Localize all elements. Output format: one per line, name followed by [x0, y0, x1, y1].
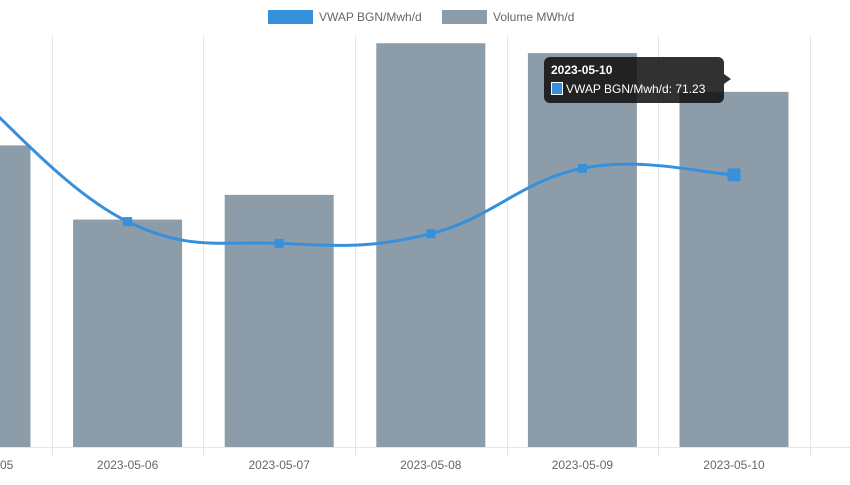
vwap-point[interactable]	[123, 217, 133, 227]
volume-bars	[0, 43, 789, 448]
legend-item-vwap[interactable]: VWAP BGN/Mwh/d	[268, 10, 422, 24]
volume-bar[interactable]	[224, 194, 334, 447]
vwap-point[interactable]	[274, 238, 284, 248]
vwap-point[interactable]	[577, 163, 587, 173]
volume-bar[interactable]	[527, 53, 637, 448]
volume-bar[interactable]	[0, 145, 31, 447]
tooltip-background	[544, 57, 724, 103]
legend-label-volume: Volume MWh/d	[493, 10, 574, 24]
x-tick-label: 2023-05-06	[97, 458, 159, 472]
x-tick-label: 2023-05-07	[249, 458, 311, 472]
volume-bar[interactable]	[376, 43, 486, 448]
legend-label-vwap: VWAP BGN/Mwh/d	[319, 10, 422, 24]
vwap-point[interactable]	[426, 229, 436, 239]
volume-bar[interactable]	[679, 91, 789, 447]
legend: VWAP BGN/Mwh/d Volume MWh/d	[268, 10, 574, 24]
tooltip: 2023-05-10 VWAP BGN/Mwh/d: 71.23	[544, 57, 731, 103]
legend-item-volume[interactable]: Volume MWh/d	[442, 10, 574, 24]
grid-lines	[0, 35, 850, 457]
legend-swatch-volume	[442, 10, 487, 24]
x-tick-label: 2023-05-08	[400, 458, 462, 472]
vwap-point-hovered[interactable]	[727, 168, 741, 182]
tooltip-swatch	[552, 83, 562, 94]
x-tick-label: 2023-05-09	[552, 458, 614, 472]
tooltip-label: VWAP BGN/Mwh/d: 71.23	[566, 82, 706, 96]
vwap-line-path	[0, 115, 735, 247]
vwap-line	[0, 115, 741, 248]
x-tick-label: 05	[0, 458, 14, 472]
legend-swatch-vwap	[268, 10, 313, 24]
tooltip-title: 2023-05-10	[551, 63, 613, 77]
tooltip-caret	[724, 74, 731, 84]
x-axis: 05 2023-05-06 2023-05-07 2023-05-08 2023-05-…	[0, 458, 765, 472]
volume-bar[interactable]	[73, 219, 183, 447]
x-tick-label: 2023-05-10	[703, 458, 765, 472]
